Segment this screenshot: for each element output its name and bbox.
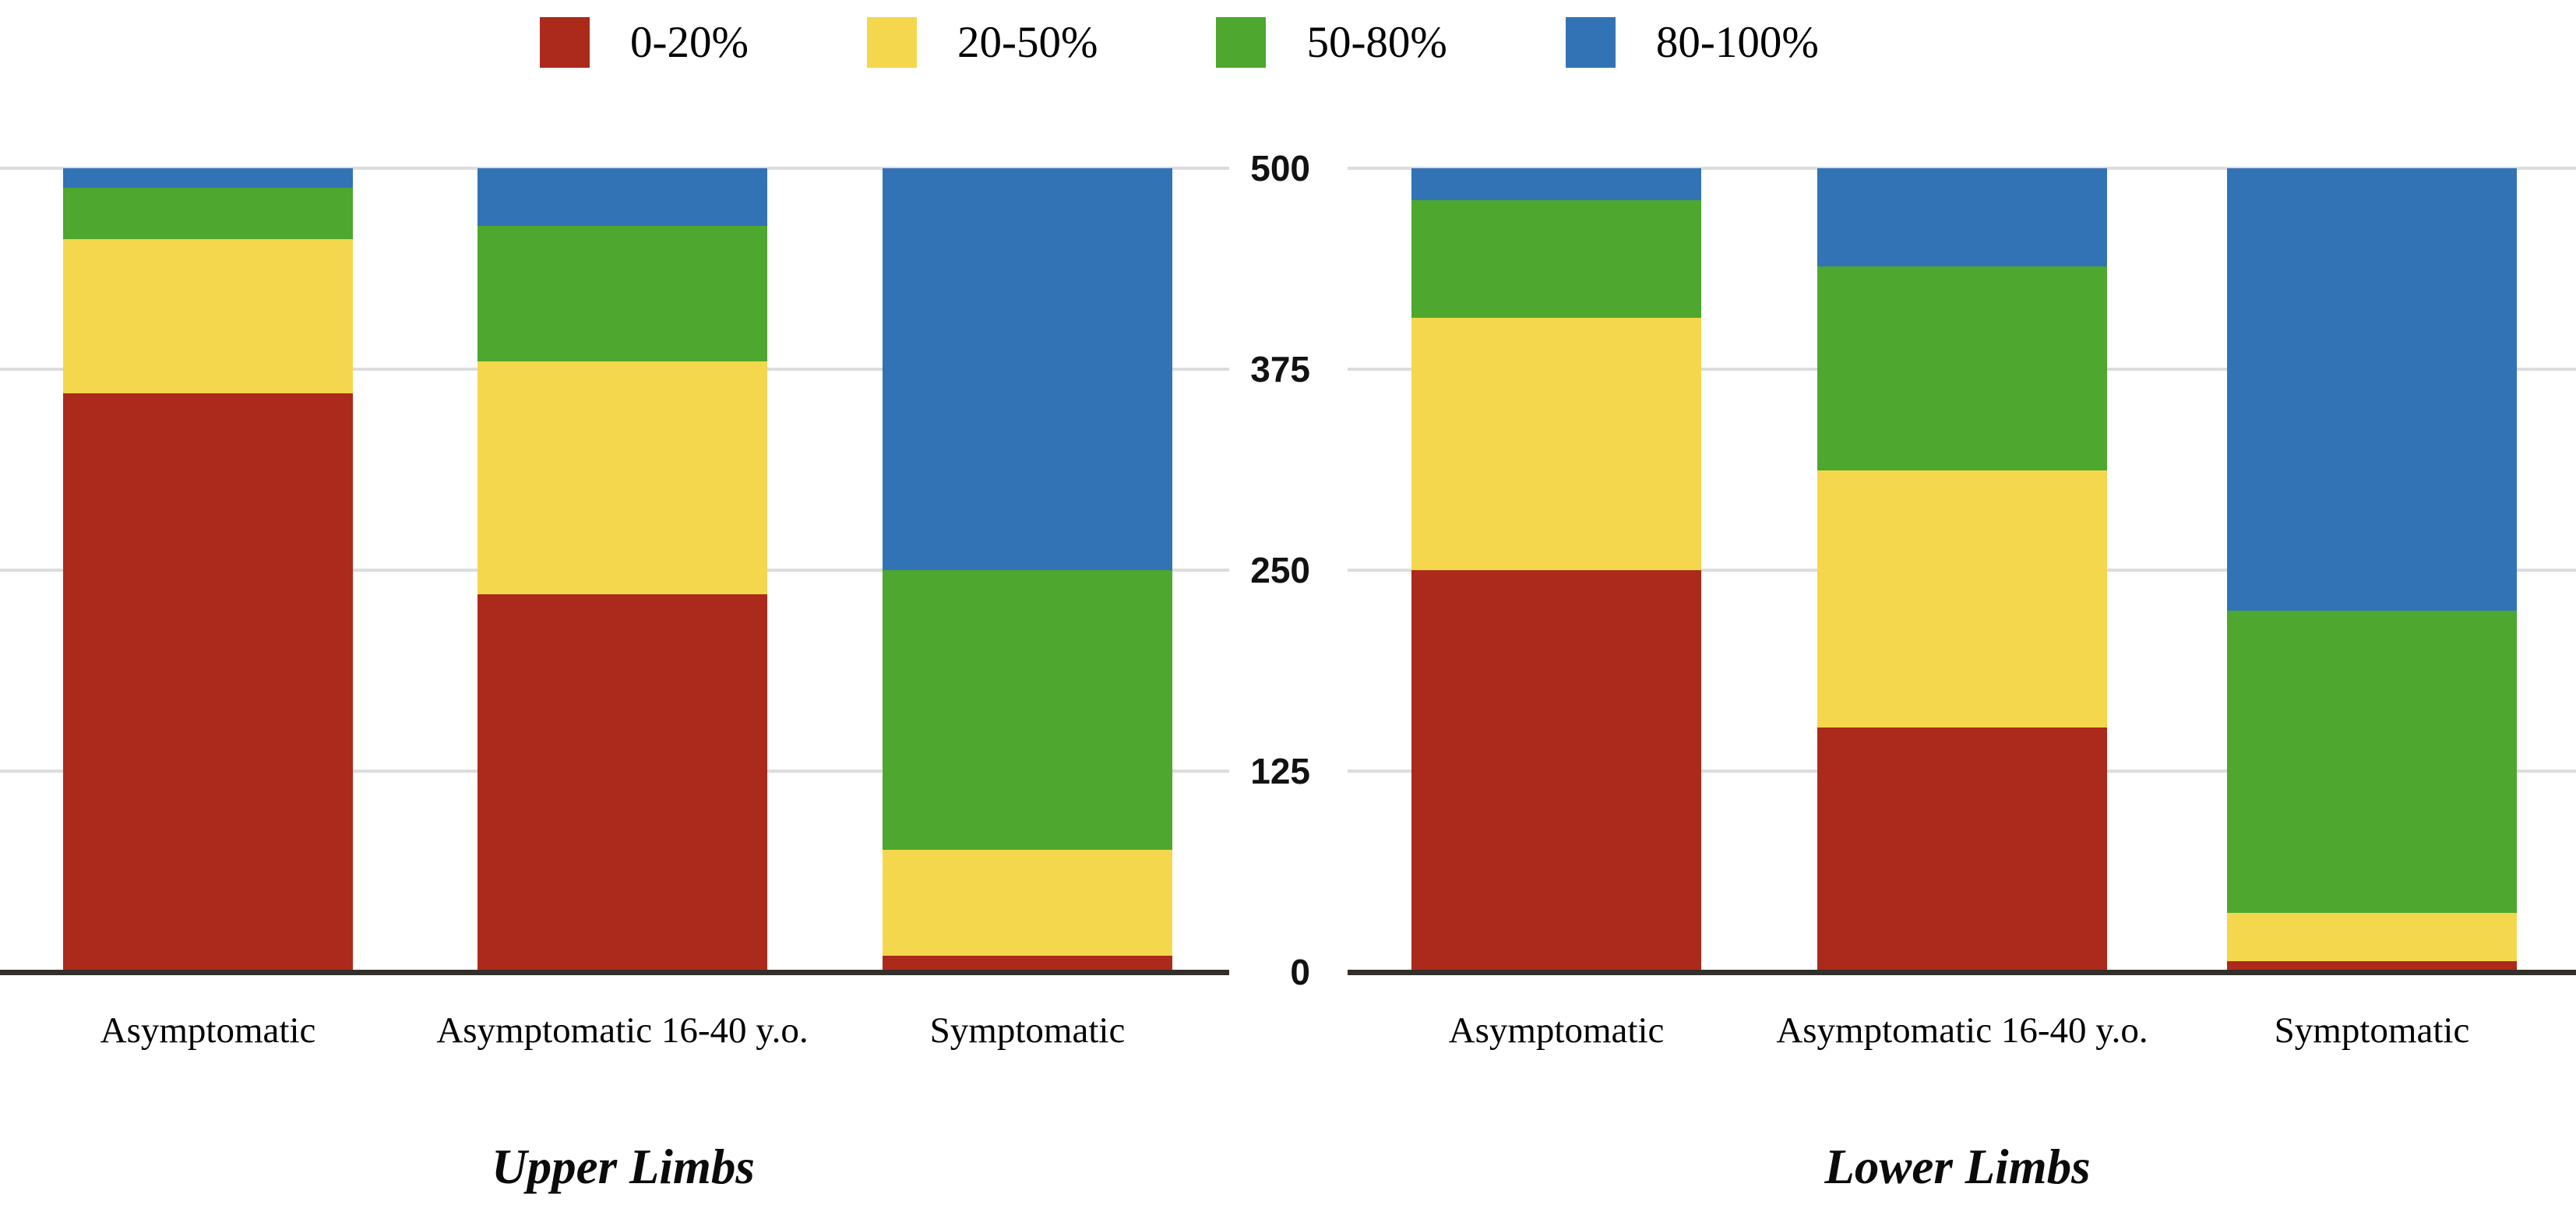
legend-swatch-50-80%-icon: [1216, 16, 1267, 68]
y-tick-label-500: 500: [1250, 148, 1310, 188]
category-label-asymptomatic: Asymptomatic: [1448, 1010, 1665, 1051]
bar-segment-0-20%: [2227, 960, 2517, 972]
bar-segment-20-50%: [63, 238, 353, 393]
y-axis: 0 125 250 375 500: [1209, 0, 1318, 1226]
bar-segment-20-50%: [477, 361, 767, 594]
bar-segment-0-20%: [1817, 727, 2107, 972]
category-label-symptomatic: Symptomatic: [929, 1010, 1126, 1051]
bar-asymptomatic: [63, 168, 353, 972]
x-axis-line: [0, 970, 1229, 975]
legend-item-0-20%: 0-20%: [540, 16, 749, 68]
bar-symptomatic: [883, 168, 1172, 972]
bar-asymptomatic-16-40-y-o-: [1817, 168, 2107, 972]
chart-title: Upper Limbs: [492, 1140, 755, 1194]
legend-item-80-100%: 80-100%: [1565, 16, 1819, 68]
legend-swatch-0-20%-icon: [540, 16, 590, 68]
legend-label: 20-50%: [957, 17, 1098, 67]
bar-segment-20-50%: [883, 850, 1172, 956]
category-label-asymptomatic: Asymptomatic: [100, 1010, 316, 1051]
bar-asymptomatic-16-40-y-o-: [477, 168, 767, 972]
bar-segment-80-100%: [477, 168, 767, 227]
bar-segment-80-100%: [1411, 168, 1701, 201]
bar-symptomatic: [2227, 168, 2517, 972]
bar-segment-50-80%: [63, 187, 353, 239]
bar-segment-80-100%: [1817, 168, 2107, 266]
y-tick-label-375: 375: [1250, 349, 1310, 389]
legend-item-20-50%: 20-50%: [866, 16, 1098, 68]
bar-segment-20-50%: [1817, 470, 2107, 728]
chart-title: Lower Limbs: [1824, 1140, 2091, 1194]
legend-swatch-20-50%-icon: [866, 16, 917, 68]
bar-segment-50-80%: [1817, 266, 2107, 471]
legend-label: 50-80%: [1306, 17, 1447, 67]
bar-segment-50-80%: [477, 226, 767, 361]
bar-segment-0-20%: [477, 594, 767, 972]
bar-segment-80-100%: [2227, 168, 2517, 611]
category-label-asymptomatic-16-40-y-o-: Asymptomatic 16-40 y.o.: [1776, 1010, 2148, 1051]
bar-segment-50-80%: [883, 570, 1172, 851]
legend-swatch-80-100%-icon: [1565, 16, 1616, 68]
bar-segment-80-100%: [883, 168, 1172, 570]
category-label-symptomatic: Symptomatic: [2274, 1010, 2470, 1051]
bar-asymptomatic: [1411, 168, 1701, 972]
bar-segment-50-80%: [1411, 200, 1701, 318]
lower-limbs-chart: Asymptomatic Asymptomatic 16-40 y.o. Sympt…: [1348, 0, 2576, 1226]
bar-segment-0-20%: [63, 393, 353, 972]
legend: 0-20% 20-50% 50-80% 80-100%: [540, 14, 1937, 70]
upper-limbs-chart: Asymptomatic Asymptomatic 16-40 y.o. Sympt…: [0, 0, 1229, 1226]
legend-item-50-80%: 50-80%: [1216, 16, 1447, 68]
bar-segment-20-50%: [1411, 317, 1701, 570]
y-tick-label-250: 250: [1250, 550, 1310, 590]
bar-segment-0-20%: [883, 956, 1172, 972]
bar-segment-20-50%: [2227, 912, 2517, 961]
legend-label: 0-20%: [630, 17, 749, 67]
legend-label: 80-100%: [1655, 17, 1819, 67]
bar-segment-80-100%: [63, 168, 353, 188]
bar-segment-50-80%: [2227, 610, 2517, 913]
y-tick-label-125: 125: [1250, 751, 1310, 791]
y-tick-label-0: 0: [1290, 952, 1310, 992]
category-label-asymptomatic-16-40-y-o-: Asymptomatic 16-40 y.o.: [436, 1010, 809, 1051]
bar-segment-0-20%: [1411, 570, 1701, 972]
x-axis-line: [1348, 970, 2576, 975]
